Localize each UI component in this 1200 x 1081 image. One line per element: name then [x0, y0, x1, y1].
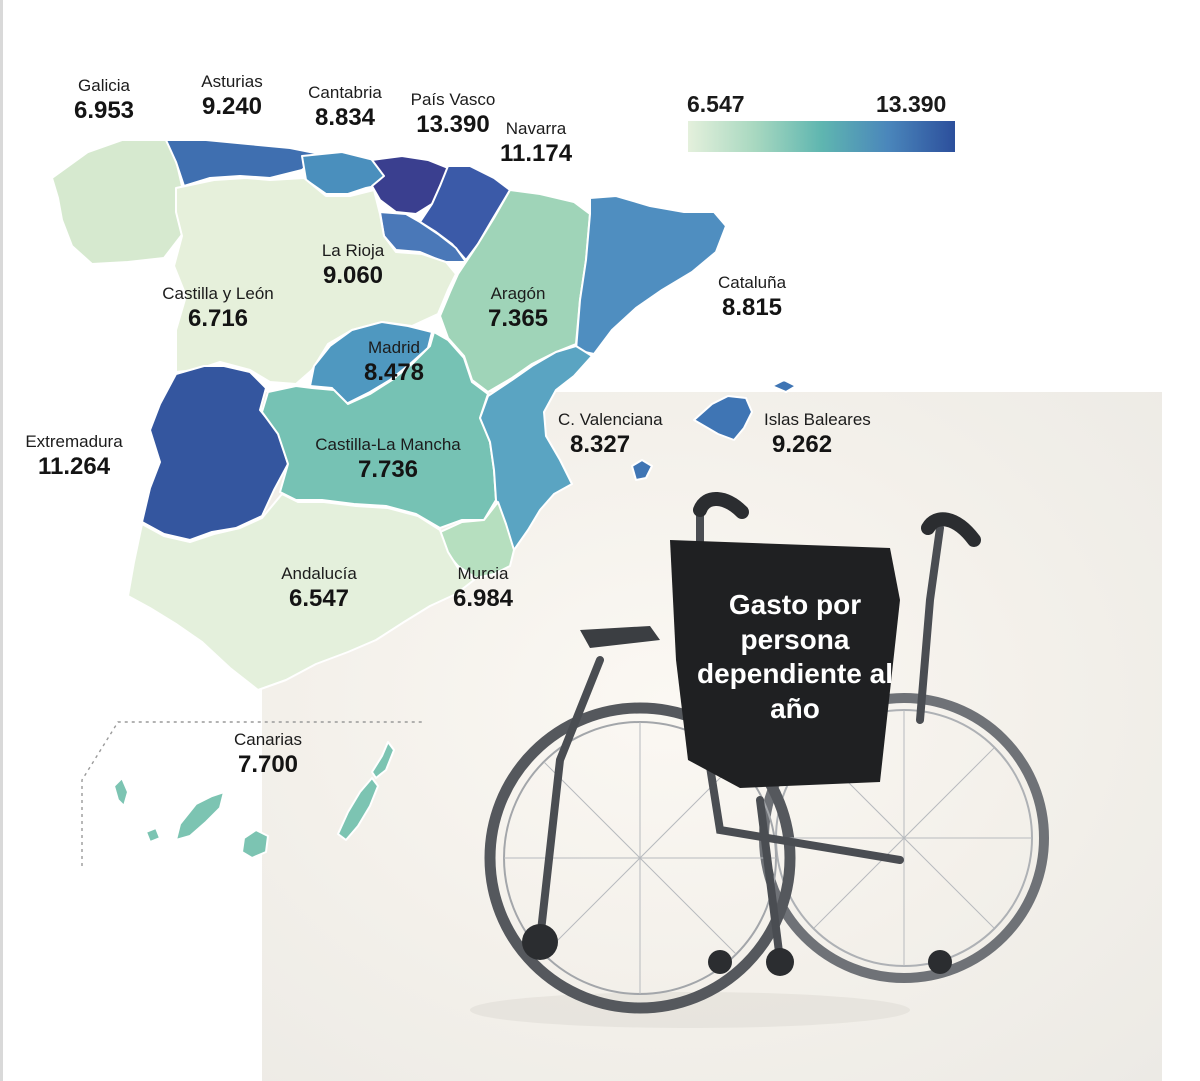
region-value: 13.390 [416, 110, 490, 138]
region-galicia[interactable] [51, 139, 185, 265]
island-menorca [771, 379, 797, 393]
region-value: 6.984 [452, 584, 514, 612]
label-canarias: Canarias 7.700 [222, 731, 314, 777]
region-value: 6.953 [73, 96, 135, 124]
label-andalucia: Andalucía 6.547 [266, 565, 372, 611]
region-value: 8.834 [314, 103, 376, 131]
label-navarra: Navarra 11.174 [490, 120, 582, 166]
region-name: Murcia [457, 564, 509, 583]
region-madrid[interactable] [309, 321, 433, 405]
region-name: Cantabria [308, 83, 382, 102]
region-name: Madrid [368, 338, 420, 357]
region-value: 9.240 [201, 92, 263, 120]
region-name: Castilla-La Mancha [315, 435, 461, 454]
region-name: Galicia [78, 76, 130, 95]
label-asturias: Asturias 9.240 [184, 73, 280, 119]
label-extremadura: Extremadura 11.264 [18, 433, 130, 479]
label-aragon: Aragón 7.365 [470, 285, 566, 331]
legend-color-scale [688, 121, 955, 152]
region-name: Islas Baleares [764, 410, 871, 429]
island-fuerteventura [337, 777, 379, 841]
region-andalucia[interactable] [127, 493, 475, 691]
region-value: 11.264 [37, 452, 111, 480]
region-value: 6.547 [288, 584, 350, 612]
region-value: 8.478 [363, 358, 425, 386]
region-name: C. Valenciana [558, 410, 663, 429]
wheelchair-photo [470, 492, 1049, 1028]
legend-min-label: 6.547 [687, 91, 745, 117]
island-gomera [145, 827, 161, 843]
island-la-palma [113, 777, 129, 807]
region-value: 9.060 [322, 261, 384, 289]
region-name: Extremadura [25, 432, 123, 451]
label-c-valenciana: C. Valenciana 8.327 [558, 411, 682, 457]
region-value: 7.700 [237, 750, 299, 778]
region-value: 7.736 [357, 455, 419, 483]
label-murcia: Murcia 6.984 [440, 565, 526, 611]
island-ibiza [631, 459, 653, 481]
region-value: 8.327 [570, 430, 631, 458]
region-cataluna[interactable] [575, 195, 727, 355]
legend-max-label: 13.390 [876, 91, 947, 117]
region-name: Cataluña [717, 273, 787, 292]
region-asturias[interactable] [165, 139, 321, 187]
label-cataluna: Cataluña 8.815 [704, 274, 800, 320]
region-name: País Vasco [410, 90, 496, 109]
region-canarias[interactable] [175, 791, 225, 841]
chart-title: Gasto por persona dependiente al año [696, 589, 894, 725]
region-name: Asturias [201, 72, 263, 91]
region-value: 11.174 [499, 139, 573, 167]
region-name: Castilla y León [162, 284, 274, 303]
canarias-inset-frame [81, 721, 422, 866]
region-value: 8.815 [721, 293, 783, 321]
label-castilla-leon: Castilla y León 6.716 [150, 285, 286, 331]
label-madrid: Madrid 8.478 [348, 339, 440, 385]
left-rule [0, 0, 3, 1081]
region-name: Aragón [490, 284, 546, 303]
label-cantabria: Cantabria 8.834 [296, 84, 394, 130]
region-islas-baleares[interactable] [693, 395, 753, 441]
label-pais-vasco: País Vasco 13.390 [398, 91, 508, 137]
label-castilla-la-mancha: Castilla-La Mancha 7.736 [306, 436, 470, 482]
region-value: 9.262 [772, 430, 833, 458]
region-c-valenciana[interactable] [479, 345, 593, 551]
island-lanzarote [371, 741, 395, 779]
region-name: La Rioja [321, 241, 385, 260]
label-galicia: Galicia 6.953 [62, 77, 146, 123]
region-value: 6.716 [187, 304, 249, 332]
island-gran-canaria [241, 829, 269, 859]
region-name: Navarra [505, 119, 567, 138]
region-name: Canarias [233, 730, 303, 749]
label-la-rioja: La Rioja 9.060 [306, 242, 400, 288]
region-value: 7.365 [487, 304, 549, 332]
region-extremadura[interactable] [141, 365, 289, 541]
label-islas-baleares: Islas Baleares 9.262 [764, 411, 886, 457]
region-pais-vasco[interactable] [371, 155, 449, 215]
region-name: Andalucía [281, 564, 357, 583]
